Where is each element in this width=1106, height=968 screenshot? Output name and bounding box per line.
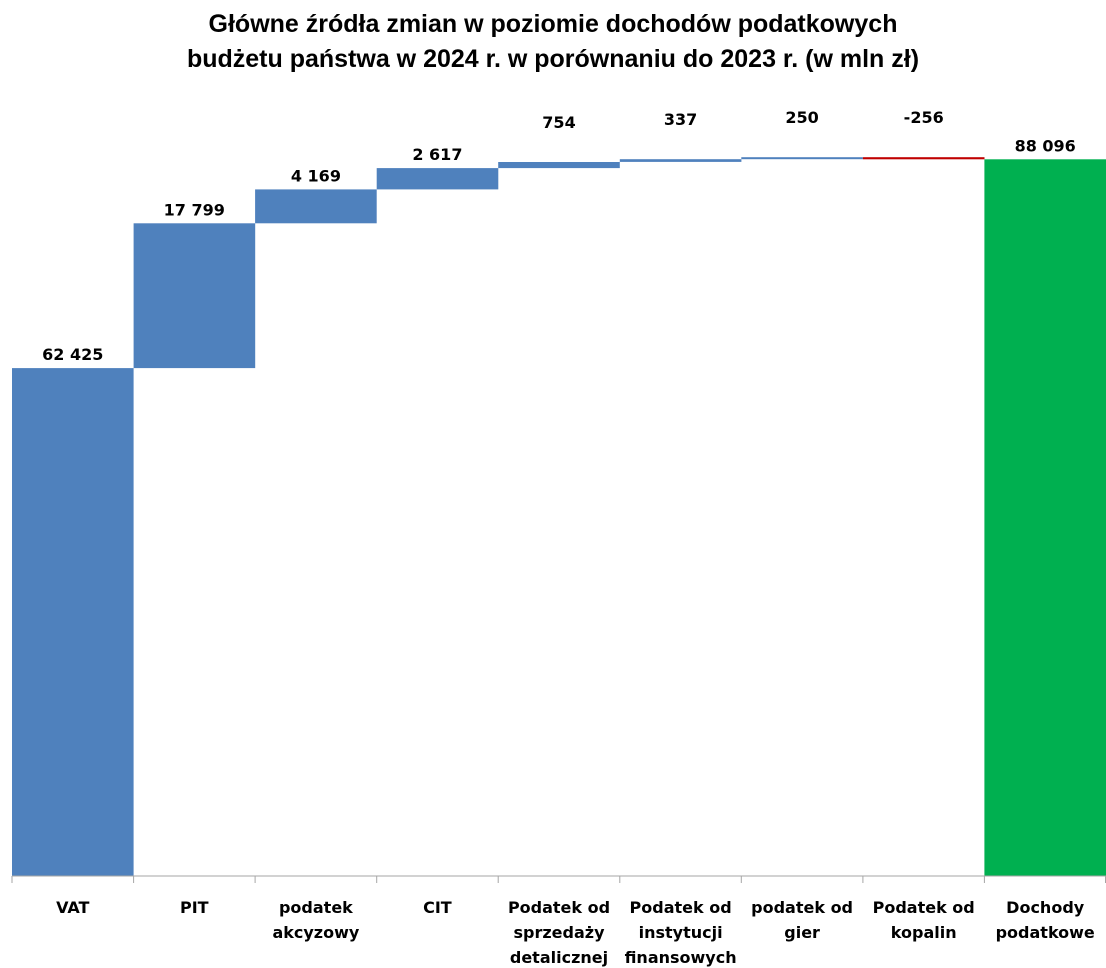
category-label-3: CIT xyxy=(423,898,452,917)
data-label-8: 88 096 xyxy=(1015,136,1076,155)
data-label-3: 2 617 xyxy=(412,145,462,164)
data-label-7: -256 xyxy=(904,108,944,127)
category-label-2: podatek akcyzowy xyxy=(272,898,359,942)
data-label-0: 62 425 xyxy=(42,345,103,364)
bar-2 xyxy=(255,189,377,224)
bar-8 xyxy=(984,159,1106,877)
data-label-5: 337 xyxy=(664,110,697,129)
bar-3 xyxy=(376,168,499,190)
bar-1 xyxy=(133,223,256,369)
data-label-2: 4 169 xyxy=(291,166,341,185)
data-label-4: 754 xyxy=(542,113,575,132)
category-label-4: Podatek od sprzedaży detalicznej xyxy=(508,898,610,967)
data-label-6: 250 xyxy=(785,108,818,127)
bar-7 xyxy=(862,157,985,160)
category-label-0: VAT xyxy=(56,898,89,917)
category-label-5: Podatek od instytucji finansowych xyxy=(625,898,737,967)
chart-title-line-2: budżetu państwa w 2024 r. w porównaniu d… xyxy=(186,45,920,73)
category-label-7: Podatek od kopalin xyxy=(873,898,975,942)
bar-6 xyxy=(741,157,863,160)
bar-0 xyxy=(12,368,134,876)
data-label-1: 17 799 xyxy=(164,200,225,219)
category-label-8: Dochody podatkowe xyxy=(996,898,1095,942)
bar-4 xyxy=(498,162,620,169)
category-label-1: PIT xyxy=(180,898,209,917)
chart-title-line-1: Główne źródła zmian w poziomie dochodów … xyxy=(208,10,898,38)
bar-5 xyxy=(619,159,742,162)
category-label-6: podatek od gier xyxy=(751,898,853,942)
